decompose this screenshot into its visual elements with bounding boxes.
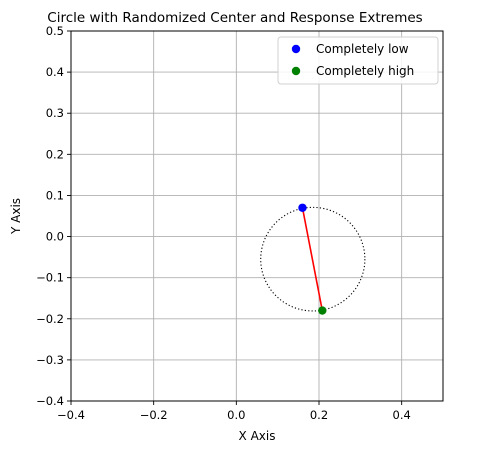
y-tick-label: 0.3 [46,106,64,120]
connector-line [301,207,324,311]
y-tick-label: 0.5 [46,24,64,38]
x-tick-label: 0.0 [227,408,245,422]
x-axis-label: X Axis [239,429,276,443]
y-tick-label: −0.3 [36,353,64,367]
y-axis-label: Y Axis [9,198,23,235]
legend-entry: Completely low [316,42,409,56]
plot-area [260,203,366,315]
axes-frame [70,30,444,402]
y-tick-label: −0.2 [36,312,64,326]
chart-title: Circle with Randomized Center and Respon… [47,10,422,26]
legend-marker [291,44,301,54]
x-tick-label: 0.4 [393,408,411,422]
ticks: −0.4 −0.2 0.0 0.2 0.4 −0.4 −0.3 −0.2 −0.1 0.0 0.1 0… [36,24,411,422]
y-tick-label: 0.1 [46,188,64,202]
point-completely-low [298,203,307,212]
x-tick-label: −0.2 [140,408,168,422]
grid [70,30,443,402]
legend-entry: Completely high [316,64,414,78]
y-tick-label: −0.1 [36,271,64,285]
legend-marker [291,66,301,76]
legend-box [277,36,439,85]
point-completely-high [318,306,327,315]
x-tick-label: −0.4 [57,408,85,422]
y-tick-label: 0.2 [46,147,64,161]
y-tick-label: 0.0 [46,230,64,244]
legend: Completely low Completely high [277,36,439,85]
y-tick-label: −0.4 [36,394,64,408]
y-tick-label: 0.4 [46,65,64,79]
x-tick-label: 0.2 [310,408,328,422]
